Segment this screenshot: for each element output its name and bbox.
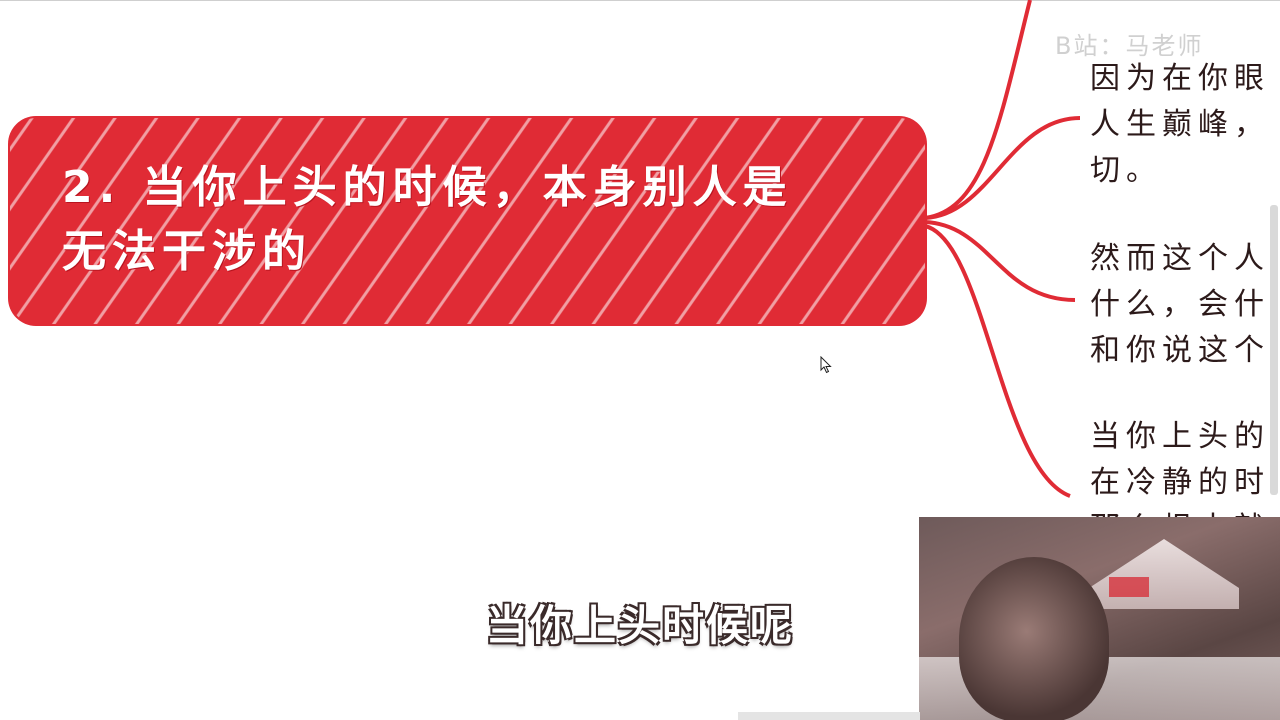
webcam-background-light xyxy=(1109,577,1149,597)
connector-child-2 xyxy=(924,220,1076,302)
bottom-strip xyxy=(738,712,920,720)
child-node-2-line-3: 和你说这个 xyxy=(1090,333,1270,368)
vertical-scrollbar[interactable] xyxy=(1270,205,1278,495)
child-node-1-line-1: 因为在你眼 xyxy=(1090,61,1270,96)
child-node-1[interactable]: 因为在你眼 人生巅峰， 切。 xyxy=(1090,56,1280,194)
child-node-3-line-2: 在冷静的时 xyxy=(1090,465,1270,500)
main-topic-line-1: 2. 当你上头的时候，本身别人是 xyxy=(62,162,793,213)
child-node-3-line-3: 那么根本就 xyxy=(1090,506,1280,518)
video-subtitle: 当你上头时候呢 xyxy=(485,601,794,650)
watermark: B站：马老师 xyxy=(1055,32,1204,60)
main-topic-line-2: 无法干涉的 xyxy=(62,226,312,277)
child-node-3-line-1: 当你上头的 xyxy=(1090,419,1270,454)
child-node-1-line-2: 人生巅峰， xyxy=(1090,107,1270,142)
child-node-1-line-3: 切。 xyxy=(1090,153,1162,188)
child-node-2-line-1: 然而这个人 xyxy=(1090,241,1270,276)
main-topic-node[interactable] xyxy=(10,118,925,324)
mouse-cursor-icon xyxy=(820,355,832,378)
connector-child-3 xyxy=(924,224,1071,498)
child-node-2[interactable]: 然而这个人 什么，会什 和你说这个 xyxy=(1090,236,1280,374)
webcam-overlay xyxy=(919,517,1280,720)
presenter-face xyxy=(959,557,1109,720)
connector-child-1 xyxy=(924,116,1081,220)
main-topic-text: 2. 当你上头的时候，本身别人是 无法干涉的 xyxy=(62,156,902,284)
connector-top xyxy=(924,0,1032,220)
top-border xyxy=(0,0,1280,1)
child-node-2-line-2: 什么，会什 xyxy=(1090,287,1270,322)
child-node-3[interactable]: 当你上头的 在冷静的时 那么根本就 xyxy=(1090,414,1280,518)
